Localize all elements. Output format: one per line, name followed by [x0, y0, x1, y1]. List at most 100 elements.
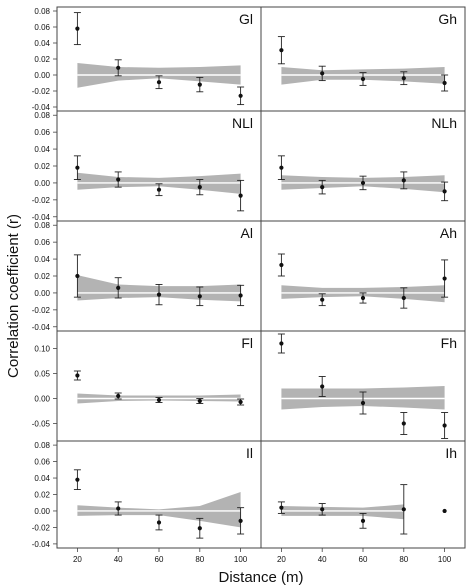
data-point — [156, 292, 162, 297]
data-point — [156, 520, 162, 525]
y-axis-title: Correlation coefficient (r) — [5, 214, 22, 378]
panel-label: NLl — [232, 115, 253, 131]
x-tick-label: 20 — [73, 555, 82, 564]
data-point — [320, 384, 325, 389]
data-point — [116, 285, 121, 290]
data-point — [401, 76, 406, 81]
x-tick-label: 100 — [438, 555, 452, 564]
y-tick-label: 0.08 — [34, 7, 50, 16]
y-tick-label: 0.02 — [34, 491, 50, 500]
x-tick-label: 40 — [114, 555, 123, 564]
data-point — [360, 180, 366, 186]
panel-Fh: Fh — [260, 330, 466, 442]
data-point — [238, 293, 243, 298]
y-tick-label: 0.06 — [34, 238, 50, 247]
data-point — [279, 165, 284, 170]
y-tick-label: 0.00 — [34, 71, 50, 80]
data-point — [238, 93, 243, 98]
panel-Gh: Gh — [260, 6, 466, 112]
data-point — [442, 276, 447, 281]
panel-label: Ah — [440, 225, 457, 241]
data-point — [320, 297, 325, 302]
y-tick-label: -0.04 — [32, 323, 51, 332]
panel-label: Gh — [438, 11, 457, 27]
y-tick-label: 0.06 — [34, 458, 50, 467]
data-point — [401, 421, 406, 426]
data-point — [320, 507, 325, 512]
panel-frame — [56, 110, 262, 222]
data-point — [75, 26, 80, 31]
x-tick-label: 80 — [399, 555, 408, 564]
x-tick-label: 40 — [318, 555, 327, 564]
y-tick-label: -0.05 — [32, 420, 51, 429]
data-point — [442, 80, 447, 86]
data-point — [75, 273, 80, 279]
data-point — [238, 399, 243, 405]
y-tick-label: 0.08 — [34, 111, 50, 120]
y-tick-label: -0.02 — [32, 196, 51, 205]
data-point — [320, 71, 325, 76]
confidence-envelope — [281, 504, 404, 520]
data-point — [238, 193, 243, 198]
y-tick-label: -0.04 — [32, 213, 51, 222]
y-tick-label: 0.00 — [34, 289, 50, 298]
data-point — [197, 526, 202, 531]
data-point — [156, 187, 162, 192]
data-point — [279, 48, 284, 53]
data-point — [75, 373, 80, 378]
data-point — [197, 82, 202, 87]
data-point — [156, 397, 162, 403]
panel-label: Gl — [239, 11, 253, 27]
panel-label: Fh — [441, 335, 457, 351]
x-tick-label: 20 — [277, 555, 286, 564]
panel-frame — [56, 6, 262, 112]
y-tick-label: 0.04 — [34, 39, 50, 48]
data-point — [442, 189, 447, 194]
panel-grid: Gl -0.04 -0.02 0.00 0.02 0.04 0.06 0.08 Gh NLl -0.… — [32, 6, 466, 564]
y-tick-label: 0.08 — [34, 221, 50, 230]
data-point — [75, 165, 80, 170]
data-point — [197, 185, 202, 190]
y-tick-label: 0.06 — [34, 128, 50, 137]
data-point — [401, 178, 406, 183]
panel-label: Al — [241, 225, 253, 241]
y-tick-label: 0.06 — [34, 23, 50, 32]
data-point — [279, 341, 284, 346]
panel-Al: Al -0.04 -0.02 0.00 0.02 0.04 0.06 0.08 — [32, 220, 262, 332]
panel-Gl: Gl -0.04 -0.02 0.00 0.02 0.04 0.06 0.08 — [32, 6, 262, 112]
panel-frame — [56, 440, 262, 549]
data-point — [156, 80, 162, 85]
data-point — [401, 507, 406, 512]
data-point — [360, 76, 366, 82]
y-tick-label: 0.00 — [34, 507, 50, 516]
x-tick-label: 60 — [155, 555, 164, 564]
data-point — [442, 508, 447, 514]
panel-label: NLh — [431, 115, 457, 131]
panel-Il: Il -0.04 -0.02 0.00 0.02 0.04 0.06 0.08 20 40 60 80… — [32, 440, 262, 564]
data-point — [238, 518, 243, 523]
data-point — [320, 185, 325, 190]
x-tick-label: 100 — [234, 555, 248, 564]
data-point — [360, 400, 366, 406]
y-tick-label: 0.08 — [34, 441, 50, 450]
data-point — [360, 518, 366, 523]
y-tick-label: 0.04 — [34, 255, 50, 264]
y-tick-label: 0.02 — [34, 162, 50, 171]
data-point — [360, 295, 366, 301]
x-axis-title: Distance (m) — [218, 569, 303, 586]
y-tick-label: 0.02 — [34, 272, 50, 281]
panel-Ah: Ah — [260, 220, 466, 332]
data-point — [279, 262, 284, 268]
y-tick-label: -0.02 — [32, 523, 51, 532]
panel-frame — [260, 330, 466, 442]
y-tick-label: 0.00 — [34, 179, 50, 188]
data-point — [197, 398, 202, 404]
data-point — [279, 505, 284, 510]
panel-Fl: Fl -0.05 0.00 0.05 0.10 — [32, 330, 262, 442]
y-tick-label: 0.04 — [34, 474, 50, 483]
data-point — [116, 65, 121, 70]
panel-NLh: NLh — [260, 110, 466, 222]
panel-frame — [260, 6, 466, 112]
y-tick-label: -0.02 — [32, 87, 51, 96]
